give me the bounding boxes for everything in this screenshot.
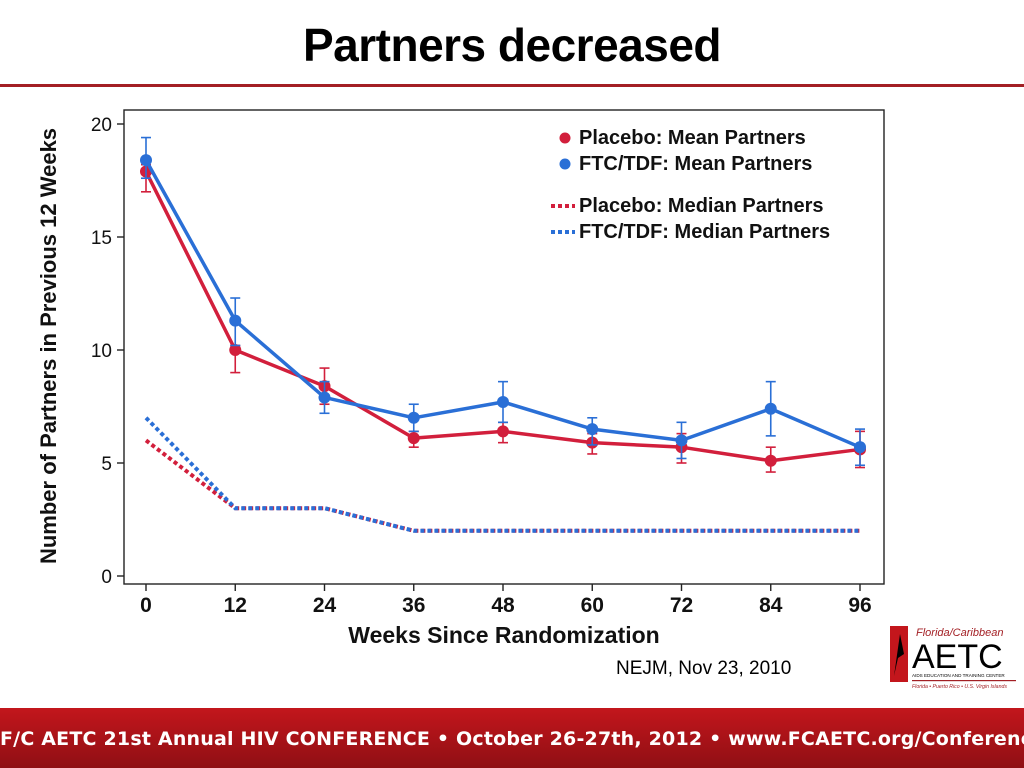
median-series-line [144,416,860,533]
data-point [318,391,331,404]
aetc-logo-graphic: Florida/Caribbean AETC AIDS EDUCATION AN… [890,626,1016,690]
partners-line-chart: 0 12 24 36 48 60 72 84 96 0 5 10 15 20 Weeks Since Ran… [36,109,885,648]
median-series [144,416,860,533]
x-tick-label: 96 [848,594,871,617]
data-point [229,344,242,356]
legend-swatch [559,158,571,170]
x-tick-label: 84 [759,594,783,617]
logo-name: AETC [912,638,1003,676]
slide-title: Partners decreased [302,19,722,71]
legend-label: FTC/TDF: Mean Partners [579,153,812,175]
logo-script-text: Florida/Caribbean [916,627,1003,639]
data-point [497,395,509,408]
y-tick-label: 15 [91,228,112,249]
logo-regions: Florida • Puerto Rico • U.S. Virgin Isla… [912,684,1007,690]
x-tick-label: 48 [491,594,515,617]
legend-swatch [559,132,571,144]
logo-ribbon-mark [894,634,904,676]
y-tick-label: 10 [91,341,112,362]
logo-subtitle: AIDS EDUCATION AND TRAINING CENTER [912,673,1005,678]
x-tick-label: 36 [402,594,425,617]
footer-text: F/C AETC 21st Annual HIV CONFERENCE • Oc… [0,728,1024,750]
median-series-line [144,438,860,533]
y-axis-title: Number of Partners in Previous 12 Weeks [36,128,61,564]
y-tick-label: 0 [101,567,112,588]
x-tick-label: 24 [313,594,337,617]
footer-bar: F/C AETC 21st Annual HIV CONFERENCE • Oc… [0,708,1024,768]
mean-series [140,136,866,473]
data-point [497,425,509,438]
x-tick-label: 72 [670,594,693,617]
data-point [407,432,420,445]
data-point [764,454,777,467]
x-tick-label: 12 [224,594,247,617]
data-point [407,411,420,424]
title-divider [0,84,1024,87]
chart-panel: 0 12 24 36 48 60 72 84 96 0 5 10 15 20 Weeks Since Ran… [34,96,898,656]
legend-label: Placebo: Mean Partners [579,127,806,149]
legend-label: Placebo: Median Partners [579,195,824,217]
data-point [854,441,866,454]
legend-label: FTC/TDF: Median Partners [579,221,830,243]
citation: NEJM, Nov 23, 2010 [616,658,792,679]
data-point [140,154,152,167]
x-tick-label: 60 [581,594,604,617]
plot-frame [123,109,885,585]
axes: 0 12 24 36 48 60 72 84 96 0 5 10 15 20 Weeks Since Ran… [36,109,885,648]
y-tick-label: 20 [91,115,112,136]
legend: Placebo: Mean Partners FTC/TDF: Mean Part… [551,127,830,243]
aetc-logo: Florida/Caribbean AETC AIDS EDUCATION AN… [888,624,1018,698]
data-point [675,434,688,447]
x-tick-label: 0 [140,594,152,617]
logo-rule [912,680,1016,682]
data-point [764,402,777,415]
data-point [229,314,242,327]
x-axis-title: Weeks Since Randomization [348,622,659,648]
data-point [586,423,599,436]
y-tick-label: 5 [101,454,112,475]
